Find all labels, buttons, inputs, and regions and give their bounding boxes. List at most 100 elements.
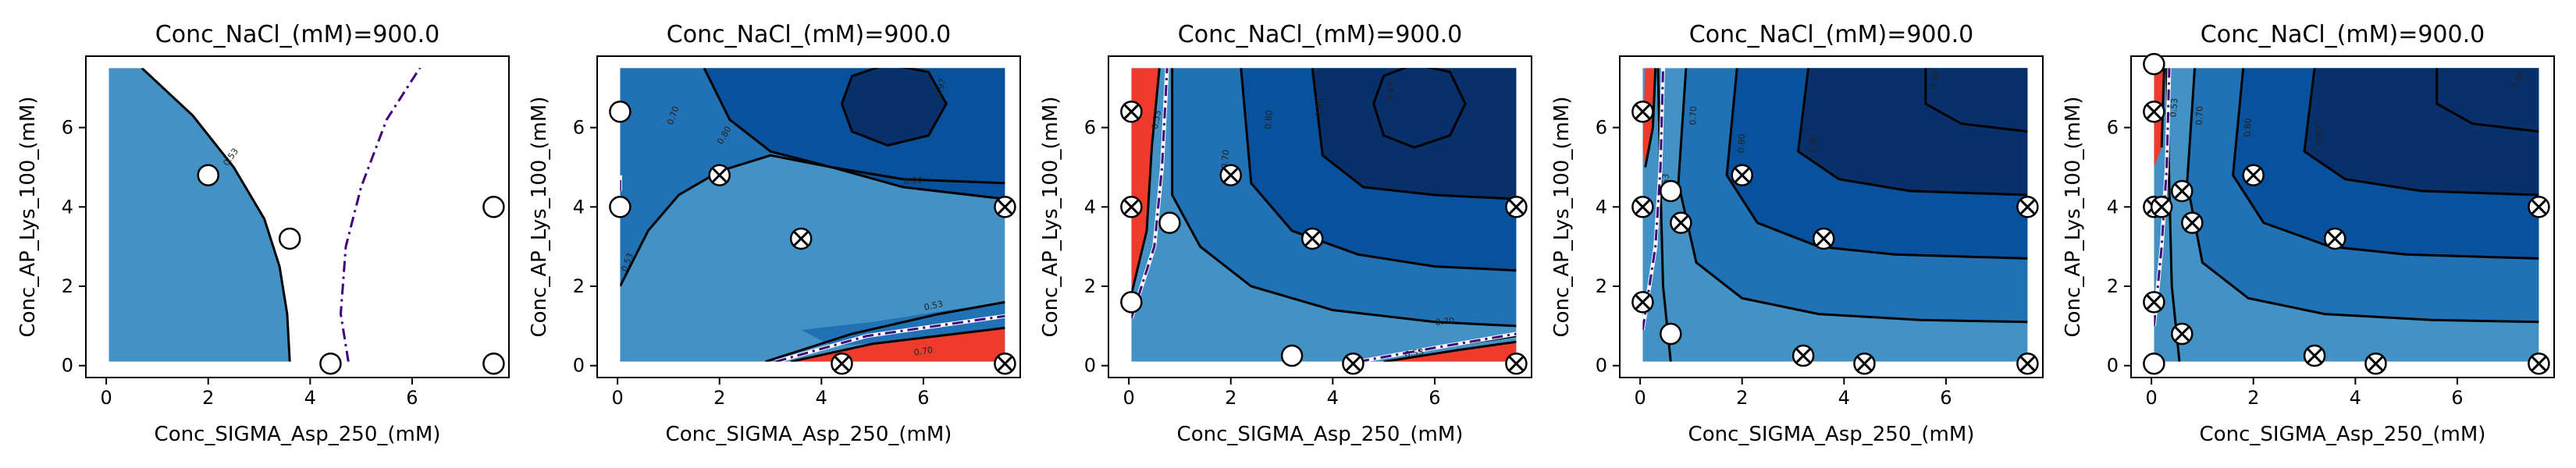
sample-point-crossed xyxy=(1300,227,1324,250)
chart-title: Conc_NaCl_(mM)=900.0 xyxy=(2201,21,2485,48)
sample-point-crossed xyxy=(1631,196,1654,218)
contour-label: 0.97 xyxy=(1384,81,1397,101)
contour-label: 0.53 xyxy=(923,299,945,313)
contour-line xyxy=(1383,340,1517,362)
subplot-3: 0.53 0.70 0.80 0.90 0.97 0.70 0.53 0 2 4 6 0 2 4 6 Conc… xyxy=(1039,21,1532,446)
contour-label: 0.97 xyxy=(1928,69,1943,90)
sample-point-open xyxy=(1660,322,1682,346)
y-tick-label: 2 xyxy=(1596,275,1607,297)
sample-point-crossed xyxy=(2181,211,2204,234)
sample-point-crossed xyxy=(1505,196,1528,218)
contour-label: 0.80 xyxy=(2243,118,2254,137)
point-cross xyxy=(2154,199,2170,215)
point-cross xyxy=(2368,356,2384,372)
sample-point-crossed xyxy=(2528,196,2550,218)
sample-point-crossed xyxy=(2171,179,2194,203)
sample-point-crossed xyxy=(2364,352,2387,375)
x-tick-label: 4 xyxy=(304,387,316,409)
contour-line xyxy=(2232,68,2539,260)
contour-label: 0.90 xyxy=(2314,126,2325,145)
x-tick-label: 4 xyxy=(1327,387,1339,409)
subplot-5: 0.53 0.700.80 0.900.970 2 4 60246Conc_NaCl_(m… xyxy=(2062,21,2555,446)
y-axis-label: Conc_AP_Lys_100_(mM) xyxy=(16,96,40,337)
x-axis-label: Conc_SIGMA_Asp_250_(mM) xyxy=(155,423,441,446)
contour-line xyxy=(2435,68,2539,133)
point-cross xyxy=(2174,325,2190,342)
contour-label: 0.70 xyxy=(1219,149,1231,169)
contour-area: 0.530.700.800.900.97 xyxy=(1642,68,2028,362)
contour-line xyxy=(1725,68,2028,260)
point-cross xyxy=(2531,356,2547,372)
contour-fill-darker xyxy=(2436,68,2539,132)
sample-point-crossed xyxy=(2323,227,2347,250)
contour-line xyxy=(765,300,1005,362)
x-tick-label: 4 xyxy=(1838,387,1850,409)
threshold-line xyxy=(1642,68,1664,331)
contour-label: 0.70 xyxy=(1688,106,1699,126)
chart-title: Conc_NaCl_(mM)=900.0 xyxy=(155,21,439,48)
y-tick-label: 2 xyxy=(2107,275,2119,297)
sample-point-crossed xyxy=(2171,322,2194,346)
y-tick-label: 0 xyxy=(2107,355,2119,377)
sample-point-crossed xyxy=(994,196,1016,218)
sample-point-crossed xyxy=(2143,291,2165,314)
x-tick-label: 0 xyxy=(1123,387,1134,409)
sample-point-crossed xyxy=(1120,196,1143,218)
subplot-1: 0.53 0 2 4 6 0 2 4 6 Conc_NaCl_(mM)=900.0 Conc_SIG… xyxy=(16,21,510,446)
point-cross xyxy=(997,199,1013,215)
x-tick-label: 0 xyxy=(100,387,112,409)
point-cross xyxy=(2327,230,2343,247)
contour-line xyxy=(1924,68,2028,133)
x-tick-label: 2 xyxy=(2247,387,2259,409)
contour-line xyxy=(1131,68,1161,295)
sample-point-crossed xyxy=(1631,291,1654,314)
point-cross xyxy=(834,356,850,372)
point-cross xyxy=(2019,356,2036,372)
x-tick-label: 0 xyxy=(2145,387,2157,409)
y-tick-label: 0 xyxy=(1084,355,1096,377)
x-tick-label: 4 xyxy=(816,387,827,409)
threshold-line xyxy=(339,68,422,362)
point-cross xyxy=(1508,199,1525,215)
y-tick-label: 6 xyxy=(62,117,73,139)
y-tick-label: 4 xyxy=(62,196,73,218)
contour-label: 0.53 xyxy=(2168,98,2179,118)
axes-frame xyxy=(1619,55,2044,378)
contour-fill-darker xyxy=(1373,68,1466,147)
contour-area: 0.530.700.800.900.970.530.70 xyxy=(620,68,1005,362)
chart-title: Conc_NaCl_(mM)=900.0 xyxy=(1178,21,1462,48)
sample-point-crossed xyxy=(2143,100,2165,123)
threshold-line xyxy=(1131,68,1169,319)
point-cross xyxy=(2245,167,2261,183)
contour-line xyxy=(1797,68,2028,197)
contour-label: 0.53 xyxy=(1404,346,1425,360)
sample-point-open xyxy=(197,164,219,186)
sample-point-crossed xyxy=(2016,352,2039,375)
point-cross xyxy=(1635,199,1651,215)
contour-line xyxy=(1644,68,1657,168)
y-axis-label: Conc_AP_Lys_100_(mM) xyxy=(528,96,551,337)
contour-label: 0.97 xyxy=(934,77,948,98)
x-tick-label: 4 xyxy=(2350,387,2361,409)
sample-point-crossed xyxy=(2016,196,2039,218)
y-tick-label: 0 xyxy=(573,355,585,377)
sample-point-crossed xyxy=(1505,352,1528,375)
contour-area: 0.53 xyxy=(109,68,422,362)
contour-label: 0.70 xyxy=(2194,106,2205,126)
contour-label: 0.80 xyxy=(1263,110,1275,130)
contour-line xyxy=(1372,68,1467,149)
subplot-2: 0.530.700.800.900.970.530.700 2 4 60246Conc… xyxy=(528,21,1021,446)
sample-point-open xyxy=(319,352,342,375)
contour-label: 0.53 xyxy=(221,147,240,168)
contour-line xyxy=(840,68,948,147)
sample-point-crossed xyxy=(1120,100,1143,123)
x-axis-label: Conc_SIGMA_Asp_250_(mM) xyxy=(1177,423,1464,446)
point-cross xyxy=(793,230,809,247)
sample-point-open xyxy=(609,196,632,218)
contour-line xyxy=(620,154,1005,287)
y-axis-label: Conc_AP_Lys_100_(mM) xyxy=(1550,96,1574,337)
point-cross xyxy=(2531,199,2547,215)
point-cross xyxy=(1795,347,1812,364)
point-cross xyxy=(1635,294,1651,310)
